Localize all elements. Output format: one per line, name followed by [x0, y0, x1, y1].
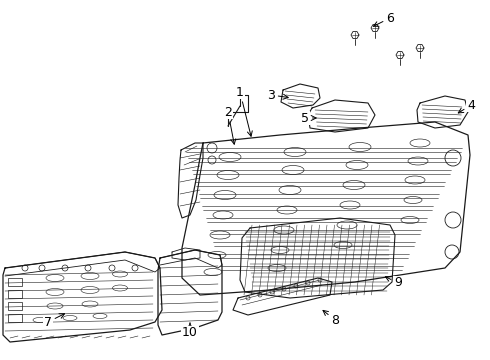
Text: 4: 4: [458, 99, 475, 113]
Text: 7: 7: [44, 314, 65, 328]
Text: 3: 3: [267, 89, 288, 102]
Text: 6: 6: [373, 12, 394, 26]
Text: 5: 5: [301, 112, 316, 125]
Bar: [8, 278, 22, 286]
Text: 1: 1: [236, 86, 252, 136]
Bar: [8, 290, 22, 298]
Bar: [8, 302, 22, 310]
Text: 8: 8: [323, 310, 339, 327]
Bar: [8, 314, 22, 322]
Text: 9: 9: [386, 276, 402, 289]
Text: 10: 10: [182, 323, 198, 339]
Text: 2: 2: [224, 105, 236, 144]
